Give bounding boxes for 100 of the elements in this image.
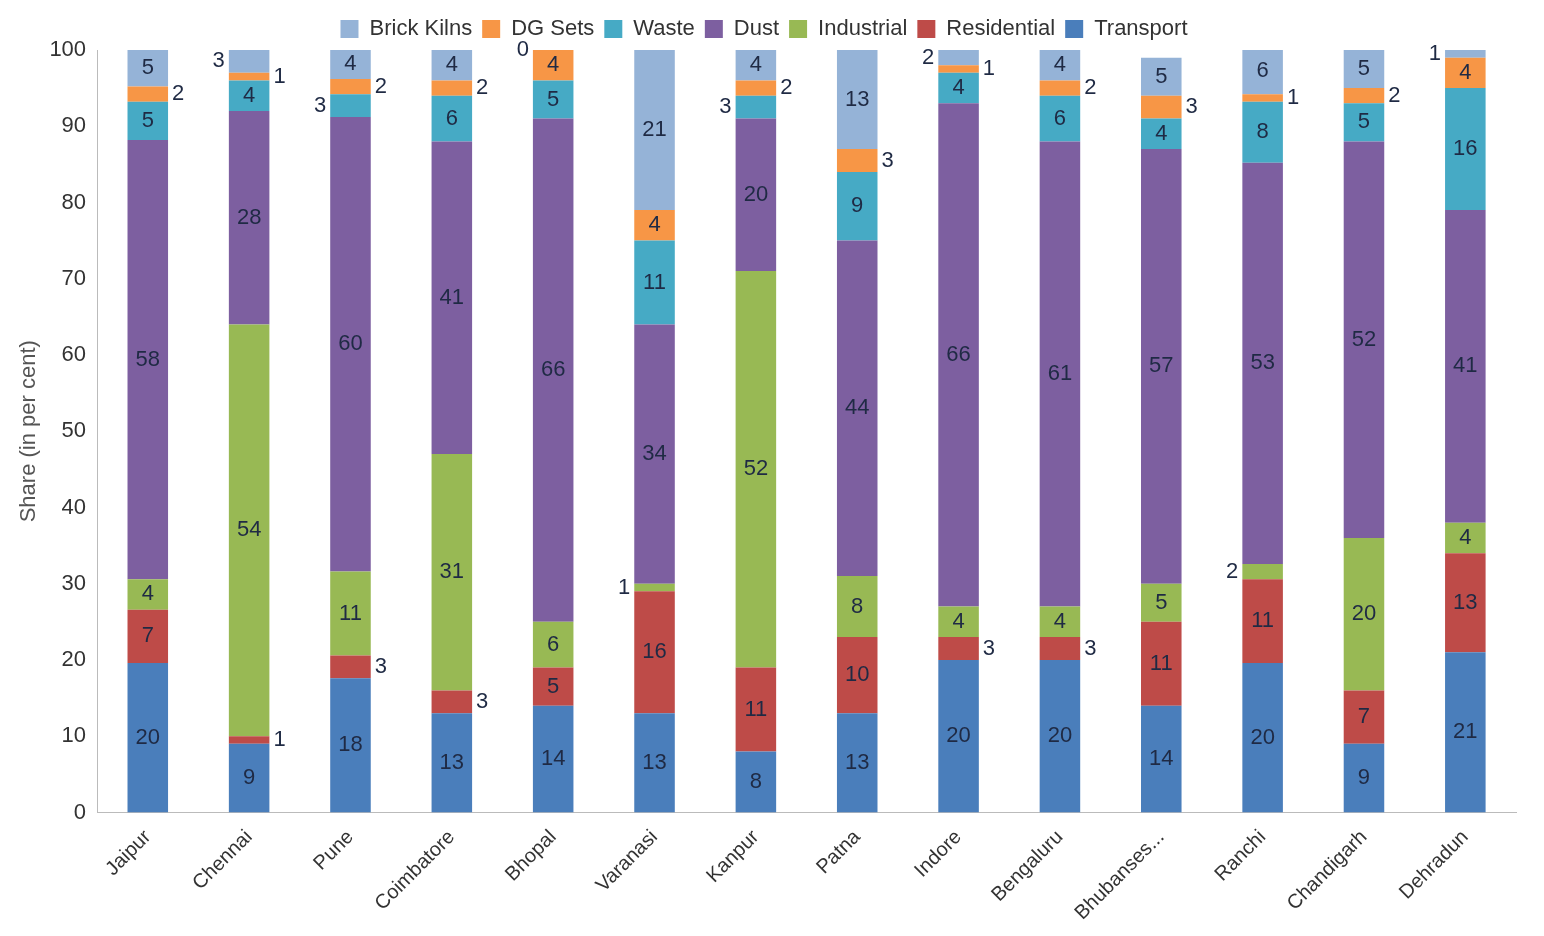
data-label: 13 (844, 748, 870, 774)
data-label: 3 (719, 93, 732, 119)
bar (1343, 103, 1385, 142)
bar (228, 743, 270, 813)
bar (735, 667, 777, 752)
bar (1141, 705, 1182, 813)
bar (330, 78, 371, 95)
bar (330, 117, 371, 572)
bar (1445, 210, 1486, 523)
bar (1242, 563, 1283, 580)
data-label: 20 (135, 723, 161, 749)
data-label: 5 (547, 672, 560, 698)
data-label: 20 (946, 722, 971, 748)
legend-label: Residential (946, 15, 1056, 41)
data-label: 5 (1155, 588, 1168, 614)
data-label: 18 (338, 731, 363, 757)
data-label: 1 (273, 62, 286, 88)
y-tick-label: 70 (61, 264, 87, 290)
bar (1242, 94, 1283, 102)
data-label: 7 (141, 622, 154, 648)
data-label: 2 (1226, 557, 1239, 583)
bar (1242, 50, 1283, 95)
bar (1141, 149, 1182, 584)
data-label: 66 (946, 341, 971, 367)
bar (127, 139, 169, 580)
data-label: 4 (445, 51, 458, 77)
bar (735, 271, 777, 668)
bar (836, 240, 878, 577)
bar (330, 94, 371, 118)
bar (1039, 606, 1081, 638)
data-label: 9 (1357, 764, 1371, 790)
y-tick-label: 60 (61, 341, 87, 367)
bar (634, 324, 675, 584)
data-label: 9 (851, 192, 864, 218)
data-label: 8 (851, 592, 864, 618)
bar (1242, 101, 1283, 163)
data-label: 5 (1357, 108, 1371, 134)
data-label: 44 (844, 394, 870, 420)
bar (431, 690, 473, 714)
bar (532, 118, 574, 622)
bar (938, 50, 979, 66)
y-tick-label: 90 (61, 112, 87, 138)
bar (634, 713, 675, 813)
data-label: 20 (1250, 723, 1275, 749)
bar (1141, 57, 1182, 96)
data-label: 5 (141, 106, 154, 132)
bar (938, 637, 979, 660)
bar (1343, 50, 1385, 89)
bar (1445, 57, 1486, 89)
data-label: 2 (172, 80, 185, 106)
bar (1039, 95, 1081, 142)
data-label: 13 (642, 748, 667, 774)
data-label: 54 (236, 516, 262, 542)
data-label: 13 (844, 85, 870, 111)
data-label: 4 (1459, 524, 1472, 550)
data-label: 2 (374, 72, 387, 98)
bar (1445, 522, 1486, 554)
data-label: 4 (952, 74, 965, 100)
bar (1343, 743, 1385, 813)
bar (1039, 637, 1081, 660)
bar (735, 751, 777, 813)
data-label: 4 (648, 211, 661, 237)
data-label: 3 (313, 91, 327, 117)
bar (431, 80, 473, 96)
data-label: 3 (1084, 634, 1097, 660)
data-label: 28 (236, 203, 262, 229)
bar (1445, 652, 1486, 813)
bar (634, 210, 675, 241)
data-label: 3 (476, 687, 489, 713)
bar (330, 571, 371, 656)
data-label: 1 (982, 55, 996, 81)
data-label: 11 (643, 268, 666, 294)
bar (1039, 141, 1081, 607)
bar (634, 591, 675, 714)
data-label: 16 (642, 638, 667, 664)
data-label: 52 (743, 455, 769, 481)
bar (1242, 663, 1283, 813)
bar (1242, 579, 1283, 664)
bar (228, 324, 270, 737)
data-label: 21 (1453, 718, 1478, 744)
data-label: 3 (212, 47, 225, 73)
y-tick-label: 0 (73, 798, 87, 824)
data-label: 7 (1357, 703, 1371, 729)
bar (634, 583, 675, 592)
bar (127, 50, 169, 87)
data-label: 5 (141, 53, 154, 79)
data-label: 11 (744, 695, 768, 721)
data-label: 53 (1250, 349, 1275, 375)
data-label: 5 (1155, 62, 1168, 88)
bar (228, 80, 270, 111)
bar (532, 705, 574, 813)
data-label: 16 (1453, 135, 1478, 161)
data-label: 4 (749, 51, 762, 77)
bar (1039, 659, 1081, 813)
y-tick-label: 20 (61, 646, 87, 672)
data-label: 6 (1256, 57, 1269, 83)
bar (634, 240, 675, 325)
bar (1445, 88, 1486, 211)
data-label: 31 (439, 558, 465, 584)
data-label: 10 (844, 661, 870, 687)
